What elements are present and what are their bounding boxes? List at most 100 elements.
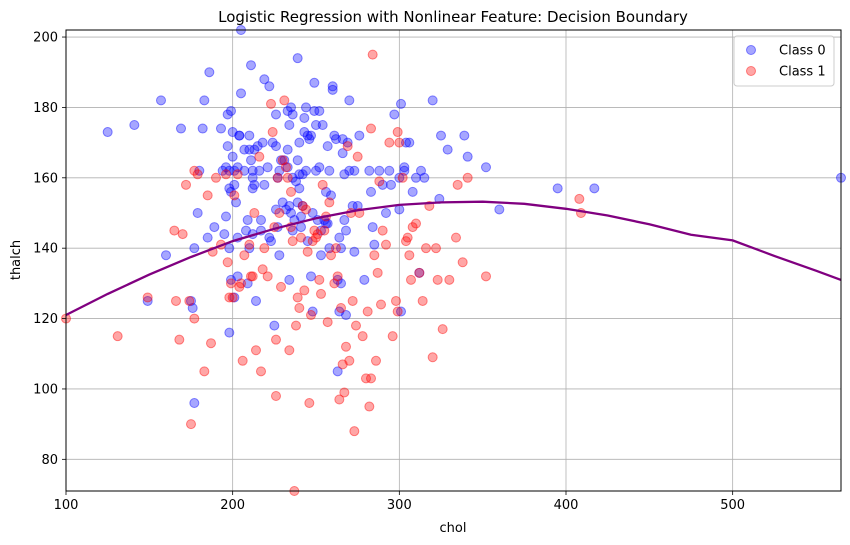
- scatter-point-class-1: [186, 419, 196, 430]
- scatter-point-class-1: [226, 278, 236, 289]
- scatter-point-class-1: [407, 222, 418, 233]
- scatter-point-class-0: [229, 179, 240, 190]
- scatter-point-class-0: [292, 197, 303, 208]
- scatter-point-class-1: [397, 172, 408, 183]
- scatter-point-class-0: [419, 172, 430, 183]
- scatter-point-class-0: [331, 134, 341, 145]
- scatter-point-class-0: [284, 120, 295, 131]
- scatter-point-class-1: [247, 271, 258, 282]
- scatter-point-class-0: [344, 165, 355, 176]
- scatter-point-class-0: [249, 179, 260, 190]
- scatter-point-class-1: [367, 49, 378, 60]
- scatter-point-class-0: [229, 292, 240, 303]
- scatter-point-class-1: [281, 162, 291, 173]
- scatter-point-class-0: [314, 162, 325, 173]
- scatter-point-class-1: [324, 197, 335, 208]
- scatter-point-class-0: [142, 295, 153, 306]
- scatter-point-class-0: [341, 225, 351, 236]
- scatter-point-class-0: [311, 165, 321, 176]
- decision-boundary-line: [65, 200, 842, 317]
- scatter-point-class-0: [209, 222, 220, 233]
- scatter-point-class-0: [337, 148, 348, 159]
- scatter-point-class-1: [377, 225, 388, 236]
- scatter-point-class-1: [171, 295, 181, 306]
- y-tick-label: 80: [41, 453, 58, 468]
- scatter-point-class-1: [351, 320, 361, 331]
- scatter-point-class-0: [189, 243, 200, 254]
- scatter-point-class-0: [336, 243, 346, 254]
- legend-marker-class-1: [746, 66, 756, 76]
- scatter-point-class-0: [247, 183, 258, 194]
- scatter-point-class-0: [229, 165, 240, 176]
- scatter-point-class-1: [402, 232, 413, 243]
- scatter-point-class-1: [282, 172, 293, 183]
- scatter-point-class-0: [239, 144, 250, 155]
- scatter-point-class-1: [262, 271, 273, 282]
- scatter-point-class-1: [334, 394, 345, 405]
- scatter-point-class-0: [189, 398, 200, 409]
- scatter-point-class-1: [276, 281, 286, 292]
- scatter-point-class-1: [181, 179, 191, 190]
- scatter-point-class-1: [184, 295, 195, 306]
- scatter-point-class-0: [459, 130, 470, 141]
- axis-ticks: 100 200 300 400 500 80 100 120 140 160 180 200: [33, 31, 745, 513]
- scatter-point-class-1: [361, 373, 371, 384]
- scatter-point-class-1: [319, 225, 330, 236]
- scatter-point-class-0: [226, 274, 236, 285]
- scatter-point-class-0: [129, 120, 140, 131]
- scatter-point-class-1: [272, 172, 283, 183]
- scatter-point-class-0: [281, 204, 291, 215]
- scatter-point-class-1: [301, 204, 311, 215]
- scatter-point-class-1: [401, 236, 411, 247]
- scatter-point-class-0: [339, 169, 350, 180]
- plot-frame: [65, 29, 842, 492]
- scatter-point-class-0: [404, 137, 415, 148]
- scatter-point-class-1: [302, 246, 313, 257]
- scatter-point-class-0: [377, 179, 388, 190]
- scatter-point-class-0: [202, 232, 213, 243]
- x-axis-label: chol: [440, 521, 467, 536]
- scatter-point-class-0: [217, 165, 228, 176]
- scatter-point-class-0: [284, 200, 295, 211]
- plot-background: [66, 30, 841, 491]
- scatter-point-class-0: [241, 225, 251, 236]
- scatter-point-class-1: [366, 123, 376, 134]
- scatter-point-class-0: [341, 310, 351, 321]
- scatter-point-class-1: [481, 271, 491, 282]
- scatter-point-class-0: [221, 162, 231, 173]
- scatter-point-class-1: [437, 324, 448, 335]
- scatter-point-class-1: [322, 317, 333, 328]
- scatter-point-class-0: [239, 165, 250, 176]
- scatter-point-class-1: [392, 306, 403, 317]
- scatter-point-class-0: [366, 186, 376, 197]
- scatter-point-class-0: [271, 141, 281, 152]
- scatter-point-class-0: [264, 81, 275, 92]
- scatter-point-class-0: [234, 130, 245, 141]
- scatter-point-class-0: [329, 130, 340, 141]
- scatter-point-class-0: [407, 186, 418, 197]
- scatter-point-class-0: [294, 137, 305, 148]
- scatter-point-class-1: [336, 303, 346, 314]
- scatter-point-class-0: [232, 162, 243, 173]
- scatter-point-class-0: [277, 197, 288, 208]
- scatter-point-class-0: [349, 165, 360, 176]
- scatter-point-class-1: [329, 278, 340, 289]
- scatter-point-class-0: [414, 267, 425, 278]
- grid: [65, 30, 841, 491]
- scatter-point-class-1: [414, 267, 425, 278]
- scatter-point-class-0: [286, 102, 296, 113]
- scatter-point-class-1: [291, 320, 301, 331]
- scatter-point-class-1: [339, 387, 350, 398]
- scatter-point-class-1: [411, 218, 421, 229]
- scatter-point-class-0: [306, 130, 316, 141]
- scatter-point-class-0: [316, 250, 326, 261]
- scatter-point-class-1: [451, 232, 461, 243]
- scatter-point-class-1: [202, 190, 213, 201]
- scatter-point-class-1: [244, 239, 255, 250]
- scatter-point-class-0: [232, 271, 243, 282]
- scatter-point-class-0: [222, 109, 233, 120]
- scatter-point-class-0: [216, 123, 226, 134]
- scatter-point-class-1: [312, 229, 323, 240]
- scatter-point-class-1: [211, 172, 221, 183]
- scatter-point-class-0: [374, 165, 385, 176]
